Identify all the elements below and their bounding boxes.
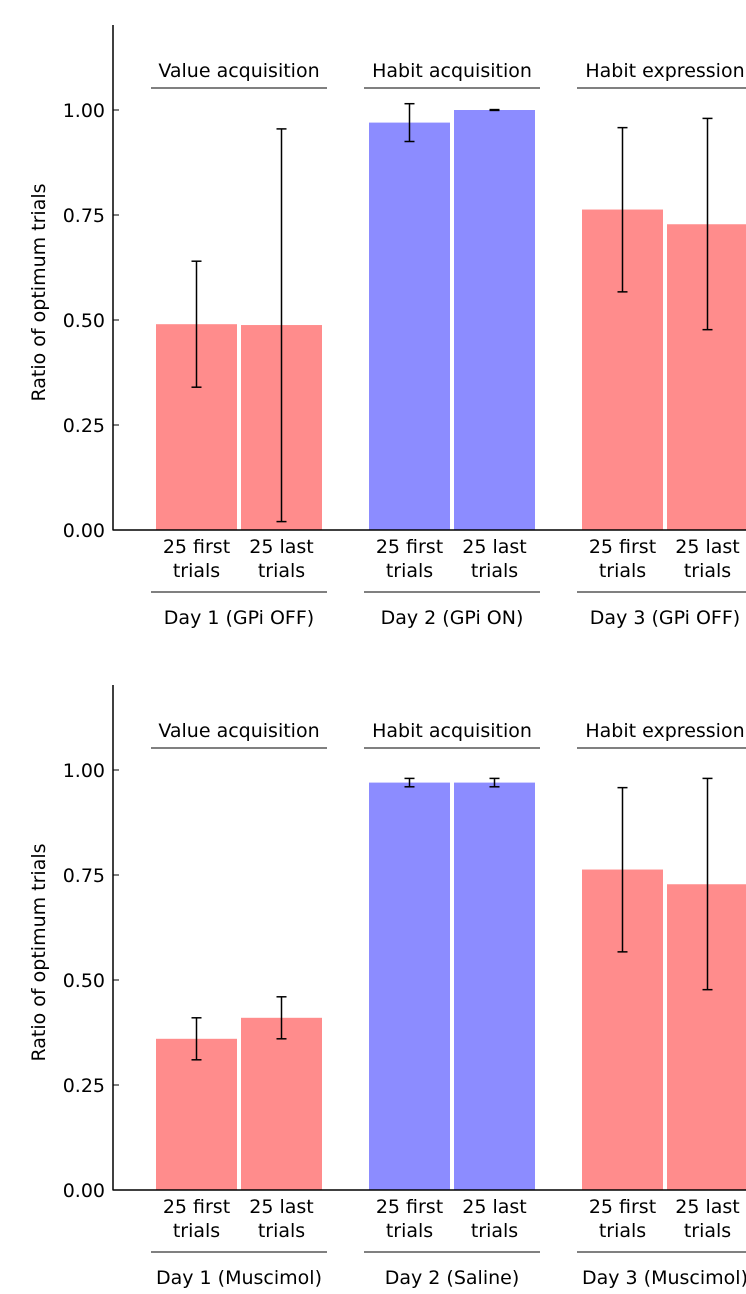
x-tick-label: trials xyxy=(173,560,220,582)
day-label: Day 3 (Muscimol) xyxy=(582,1267,746,1289)
y-tick-label: 0.00 xyxy=(63,520,105,542)
y-axis-label: Ratio of optimum trials xyxy=(28,843,50,1061)
bar xyxy=(241,1017,322,1190)
bar xyxy=(454,110,535,530)
x-tick-label: trials xyxy=(173,1220,220,1242)
bar xyxy=(369,122,450,530)
day-label: Day 2 (Saline) xyxy=(385,1267,520,1289)
x-tick-label: trials xyxy=(386,560,433,582)
x-tick-label: trials xyxy=(471,560,518,582)
bar xyxy=(156,1038,237,1190)
y-tick-label: 0.00 xyxy=(63,1180,105,1202)
y-tick-label: 0.50 xyxy=(63,310,105,332)
bar xyxy=(454,782,535,1190)
y-tick-label: 0.75 xyxy=(63,205,105,227)
x-tick-label: trials xyxy=(684,560,731,582)
x-tick-label: 25 first xyxy=(589,1196,656,1218)
bar xyxy=(667,884,746,1190)
phase-label: Habit expression xyxy=(585,720,744,742)
x-tick-label: 25 last xyxy=(249,536,314,558)
x-tick-label: 25 first xyxy=(376,1196,443,1218)
x-tick-label: 25 last xyxy=(675,1196,740,1218)
phase-label: Habit acquisition xyxy=(372,60,532,82)
y-tick-label: 1.00 xyxy=(63,100,105,122)
x-tick-label: trials xyxy=(684,1220,731,1242)
y-tick-label: 0.75 xyxy=(63,865,105,887)
x-tick-label: 25 last xyxy=(462,536,527,558)
phase-label: Habit acquisition xyxy=(372,720,532,742)
day-label: Day 2 (GPi ON) xyxy=(381,607,524,629)
bar xyxy=(369,782,450,1190)
x-tick-label: 25 first xyxy=(163,536,230,558)
x-tick-label: trials xyxy=(599,1220,646,1242)
day-label: Day 3 (GPi OFF) xyxy=(590,607,740,629)
x-tick-label: trials xyxy=(386,1220,433,1242)
day-label: Day 1 (Muscimol) xyxy=(156,1267,322,1289)
x-tick-label: trials xyxy=(599,560,646,582)
day-label: Day 1 (GPi OFF) xyxy=(164,607,314,629)
x-tick-label: 25 last xyxy=(249,1196,314,1218)
x-tick-label: trials xyxy=(258,560,305,582)
phase-label: Habit expression xyxy=(585,60,744,82)
y-tick-label: 0.25 xyxy=(63,1075,105,1097)
x-tick-label: 25 last xyxy=(675,536,740,558)
y-tick-label: 0.25 xyxy=(63,415,105,437)
bar xyxy=(667,224,746,531)
x-tick-label: trials xyxy=(258,1220,305,1242)
phase-label: Value acquisition xyxy=(158,720,319,742)
y-axis-label: Ratio of optimum trials xyxy=(28,183,50,401)
phase-label: Value acquisition xyxy=(158,60,319,82)
y-tick-label: 0.50 xyxy=(63,970,105,992)
y-tick-label: 1.00 xyxy=(63,760,105,782)
x-tick-label: 25 first xyxy=(376,536,443,558)
x-tick-label: 25 first xyxy=(589,536,656,558)
x-tick-label: 25 first xyxy=(163,1196,230,1218)
x-tick-label: 25 last xyxy=(462,1196,527,1218)
x-tick-label: trials xyxy=(471,1220,518,1242)
